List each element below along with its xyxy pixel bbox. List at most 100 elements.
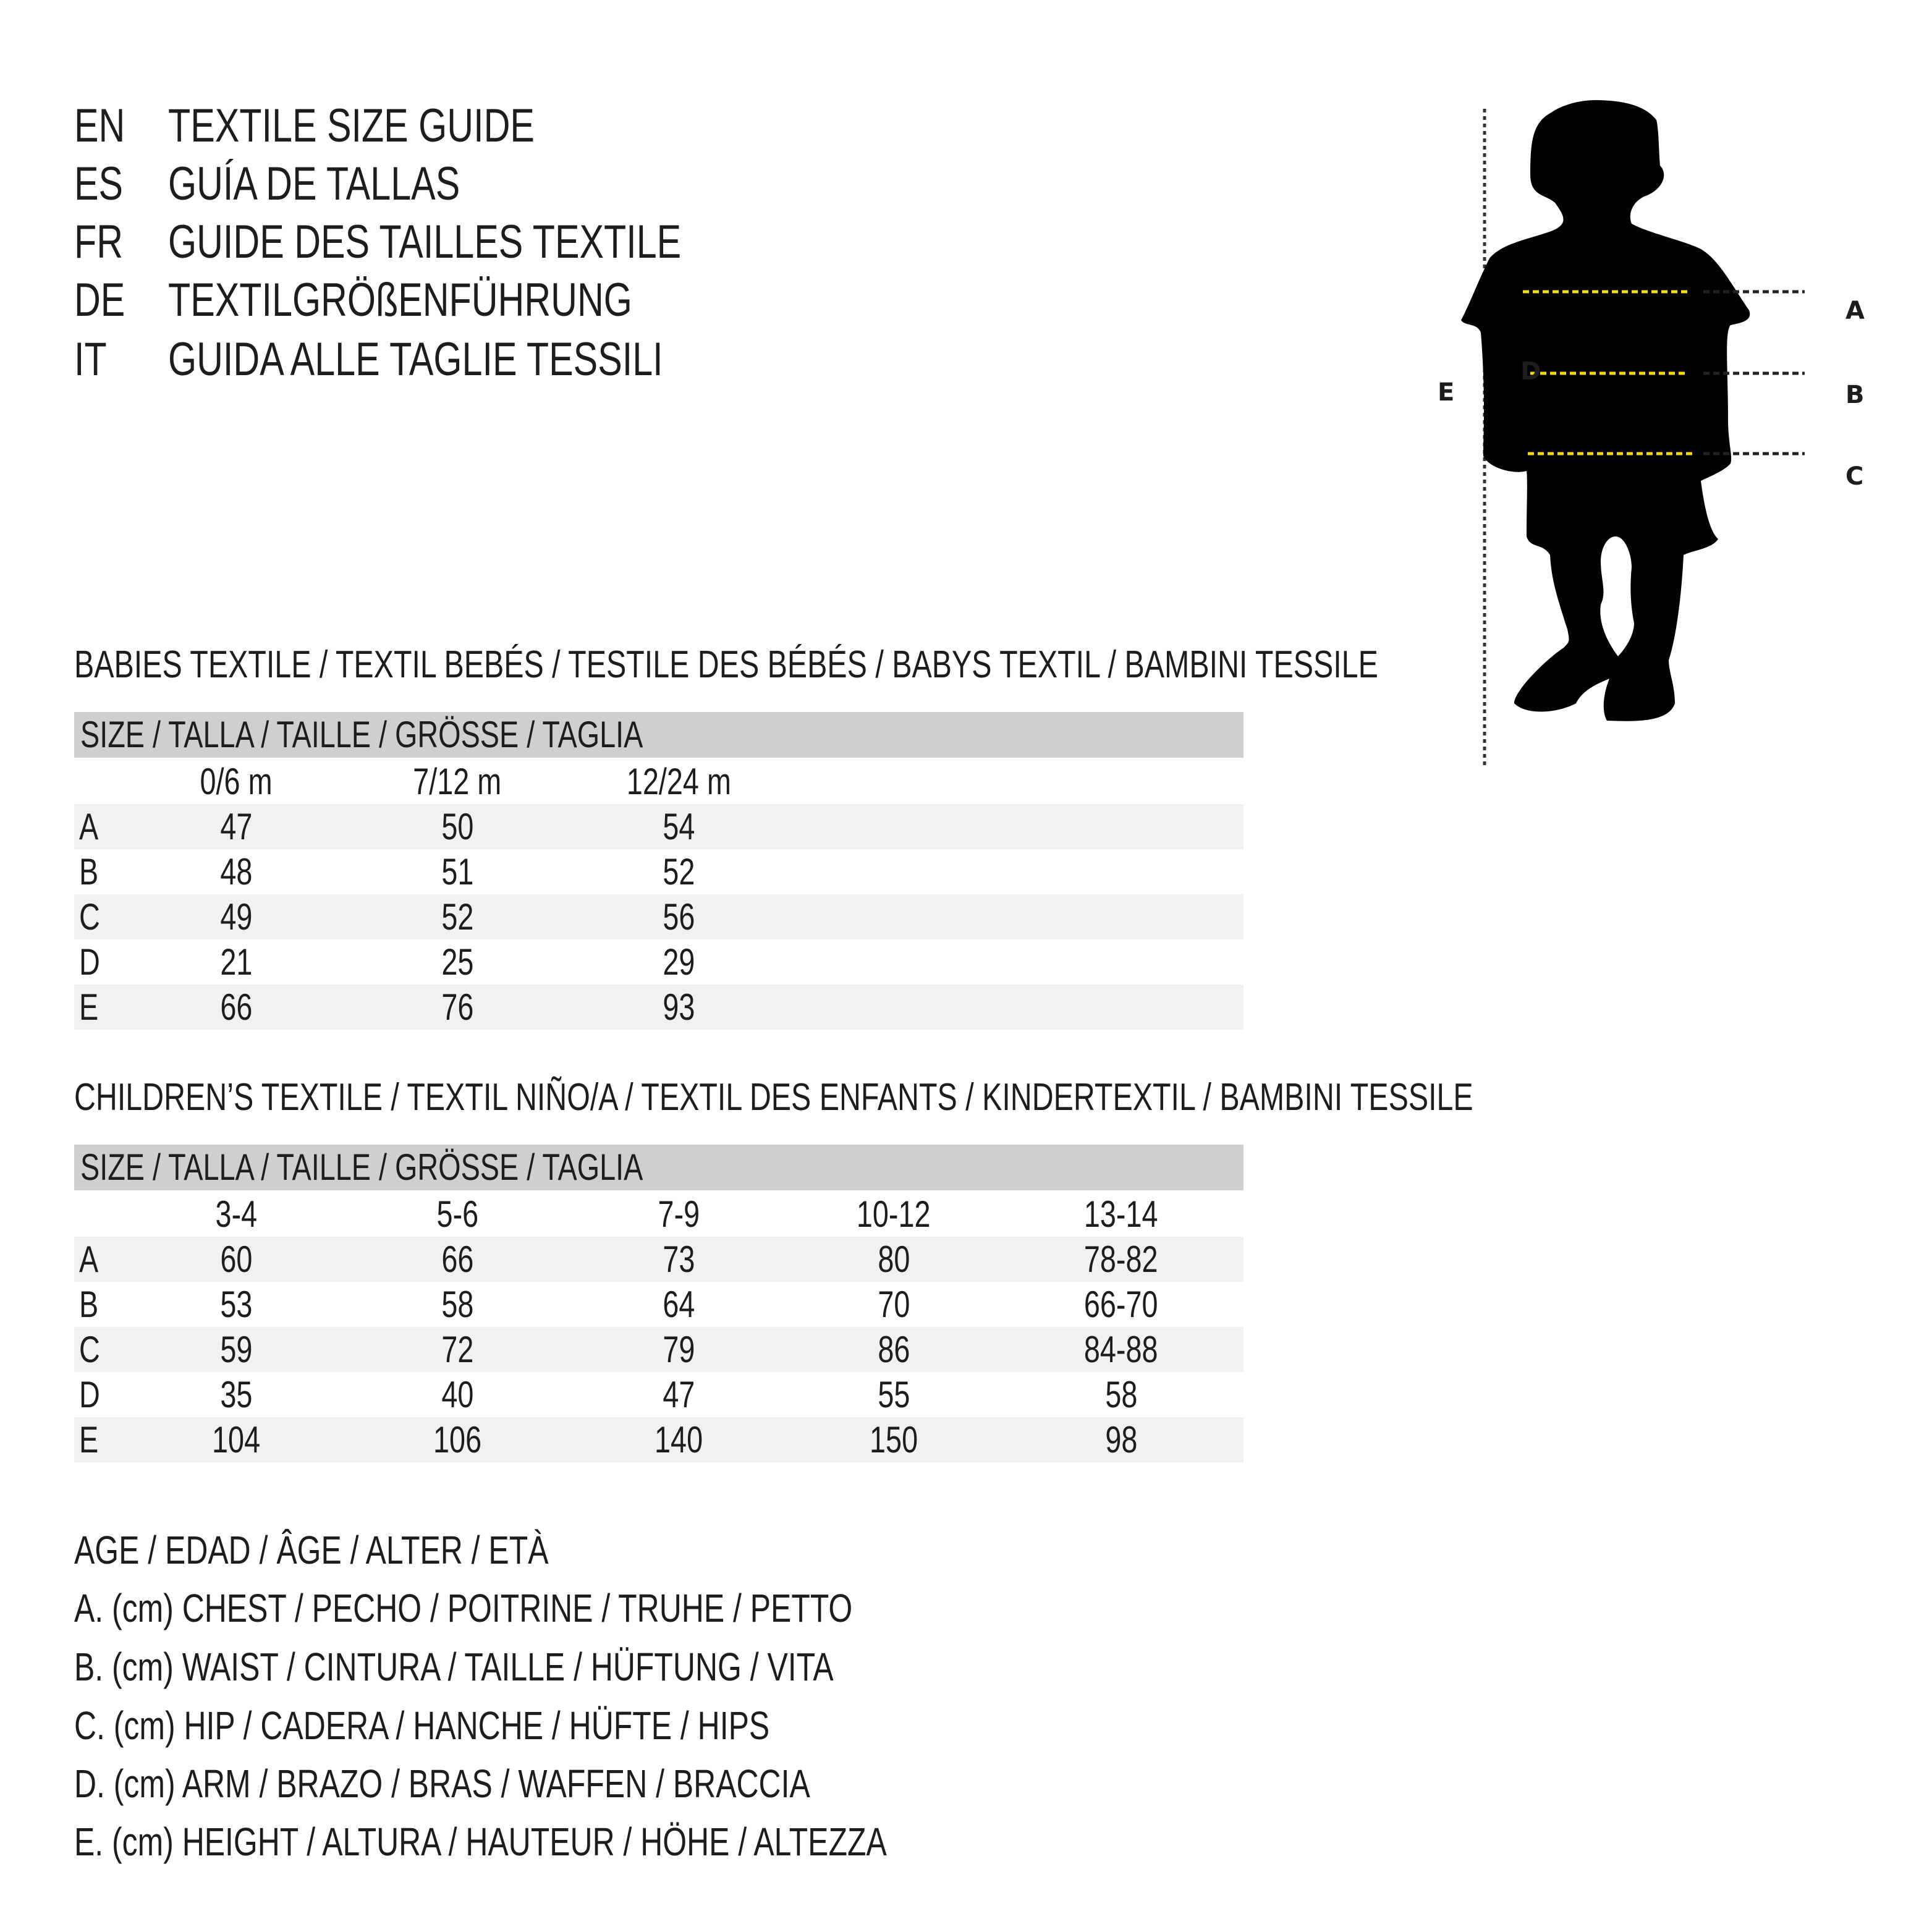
table-cell: 51 xyxy=(441,851,474,892)
column-header: 5-6 xyxy=(436,1193,478,1235)
title-text: GUIDA ALLE TAGLIE TESSILI xyxy=(168,333,663,386)
table-row: E 66 76 93 xyxy=(74,985,1244,1030)
row-label: B xyxy=(79,1284,99,1325)
table-cell: 84-88 xyxy=(1084,1329,1158,1370)
babies-heading-text: BABIES TEXTILE / TEXTIL BEBÉS / TESTILE … xyxy=(74,643,1378,686)
row-label: C xyxy=(79,1329,100,1370)
label-e: E xyxy=(1438,378,1455,407)
label-c: C xyxy=(1845,462,1864,491)
column-header-row: 3-4 5-6 7-9 10-12 13-14 xyxy=(74,1192,1244,1237)
column-header: 0/6 m xyxy=(200,761,273,802)
table-cell: 78-82 xyxy=(1084,1239,1158,1280)
label-a: A xyxy=(1845,297,1865,325)
table-cell: 66 xyxy=(441,1239,474,1280)
table-cell: 60 xyxy=(219,1239,253,1280)
row-label: C xyxy=(79,896,100,938)
label-b: B xyxy=(1845,381,1865,409)
table-cell: 79 xyxy=(662,1329,695,1370)
table-cell: 72 xyxy=(441,1329,474,1370)
legend-text: AGE / EDAD / ÂGE / ALTER / ETÀ xyxy=(74,1528,549,1572)
table-cell: 66-70 xyxy=(1084,1284,1158,1325)
table-row: C 49 52 56 xyxy=(74,894,1244,939)
lang-code: DE xyxy=(74,274,125,326)
table-cell: 25 xyxy=(441,941,474,983)
legend-text: E. (cm) HEIGHT / ALTURA / HAUTEUR / HÖHE… xyxy=(74,1820,887,1864)
table-cell: 50 xyxy=(441,806,474,847)
table-row: E 104 106 140 150 98 xyxy=(74,1417,1244,1462)
table-cell: 80 xyxy=(877,1239,910,1280)
legend-text: B. (cm) WAIST / CINTURA / TAILLE / HÜFTU… xyxy=(74,1645,834,1689)
table-cell: 140 xyxy=(654,1419,703,1460)
title-text: TEXTILGRÖßENFÜHRUNG xyxy=(168,274,632,326)
row-label: E xyxy=(79,1419,99,1460)
column-header: 13-14 xyxy=(1084,1193,1158,1235)
table-cell: 104 xyxy=(211,1419,261,1460)
table-row: D 35 40 47 55 58 xyxy=(74,1372,1244,1417)
table-cell: 40 xyxy=(441,1374,474,1415)
table-cell: 150 xyxy=(869,1419,918,1460)
table-cell: 93 xyxy=(662,986,695,1028)
table-row: C 59 72 79 86 84-88 xyxy=(74,1327,1244,1372)
table-cell: 21 xyxy=(219,941,253,983)
table-cell: 56 xyxy=(662,896,695,938)
table-cell: 76 xyxy=(441,986,474,1028)
column-header: 3-4 xyxy=(215,1193,257,1235)
label-d: D xyxy=(1520,357,1541,386)
children-size-header: SIZE / TALLA / TAILLE / GRÖSSE / TAGLIA xyxy=(74,1145,1244,1190)
title-text: TEXTILE SIZE GUIDE xyxy=(168,100,535,152)
row-label: D xyxy=(79,941,100,983)
table-cell: 48 xyxy=(219,851,253,892)
size-header-text: SIZE / TALLA / TAILLE / GRÖSSE / TAGLIA xyxy=(80,714,643,755)
row-label: D xyxy=(79,1374,100,1415)
row-label: A xyxy=(79,1239,99,1280)
legend-hip: C. (cm) HIP / CADERA / HANCHE / HÜFTE / … xyxy=(74,1697,966,1755)
legend-text: A. (cm) CHEST / PECHO / POITRINE / TRUHE… xyxy=(74,1586,853,1630)
lang-code: IT xyxy=(74,333,107,386)
table-cell: 55 xyxy=(877,1374,910,1415)
column-header: 12/24 m xyxy=(626,761,731,802)
table-cell: 35 xyxy=(219,1374,253,1415)
table-row: B 53 58 64 70 66-70 xyxy=(74,1282,1244,1327)
title-text: GUIDE DES TAILLES TEXTILE xyxy=(168,216,682,268)
table-cell: 66 xyxy=(219,986,253,1028)
babies-heading: BABIES TEXTILE / TEXTIL BEBÉS / TESTILE … xyxy=(74,640,1746,690)
table-cell: 49 xyxy=(219,896,253,938)
legend-chest: A. (cm) CHEST / PECHO / POITRINE / TRUHE… xyxy=(74,1579,1072,1637)
table-cell: 58 xyxy=(1104,1374,1138,1415)
table-cell: 64 xyxy=(662,1284,695,1325)
table-row: A 47 50 54 xyxy=(74,804,1244,849)
table-cell: 58 xyxy=(441,1284,474,1325)
lang-code: ES xyxy=(74,158,124,210)
table-cell: 59 xyxy=(219,1329,253,1370)
table-cell: 98 xyxy=(1104,1419,1138,1460)
title-text: GUÍA DE TALLAS xyxy=(168,158,460,210)
babies-size-header: SIZE / TALLA / TAILLE / GRÖSSE / TAGLIA xyxy=(74,712,1244,758)
table-cell: 70 xyxy=(877,1284,910,1325)
legend-arm: D. (cm) ARM / BRAZO / BRAS / WAFFEN / BR… xyxy=(74,1755,1018,1813)
lang-code: EN xyxy=(74,100,125,152)
column-header: 7-9 xyxy=(658,1193,700,1235)
table-cell: 47 xyxy=(219,806,253,847)
table-row: A 60 66 73 80 78-82 xyxy=(74,1237,1244,1282)
table-cell: 52 xyxy=(662,851,695,892)
legend-text: D. (cm) ARM / BRAZO / BRAS / WAFFEN / BR… xyxy=(74,1761,810,1806)
legend-text: C. (cm) HIP / CADERA / HANCHE / HÜFTE / … xyxy=(74,1703,770,1748)
children-heading: CHILDREN’S TEXTILE / TEXTIL NIÑO/A / TEX… xyxy=(74,1073,1868,1122)
row-label: A xyxy=(79,806,99,847)
table-cell: 73 xyxy=(662,1239,695,1280)
table-cell: 29 xyxy=(662,941,695,983)
column-header: 10-12 xyxy=(857,1193,931,1235)
table-cell: 86 xyxy=(877,1329,910,1370)
child-silhouette xyxy=(1461,100,1750,721)
table-row: B 48 51 52 xyxy=(74,849,1244,894)
table-cell: 53 xyxy=(219,1284,253,1325)
lang-code: FR xyxy=(74,216,124,268)
legend-waist: B. (cm) WAIST / CINTURA / TAILLE / HÜFTU… xyxy=(74,1638,1048,1696)
table-cell: 52 xyxy=(441,896,474,938)
table-cell: 47 xyxy=(662,1374,695,1415)
row-label: B xyxy=(79,851,99,892)
row-label: E xyxy=(79,986,99,1028)
column-header: 7/12 m xyxy=(413,761,502,802)
size-header-text: SIZE / TALLA / TAILLE / GRÖSSE / TAGLIA xyxy=(80,1146,643,1188)
table-cell: 54 xyxy=(662,806,695,847)
